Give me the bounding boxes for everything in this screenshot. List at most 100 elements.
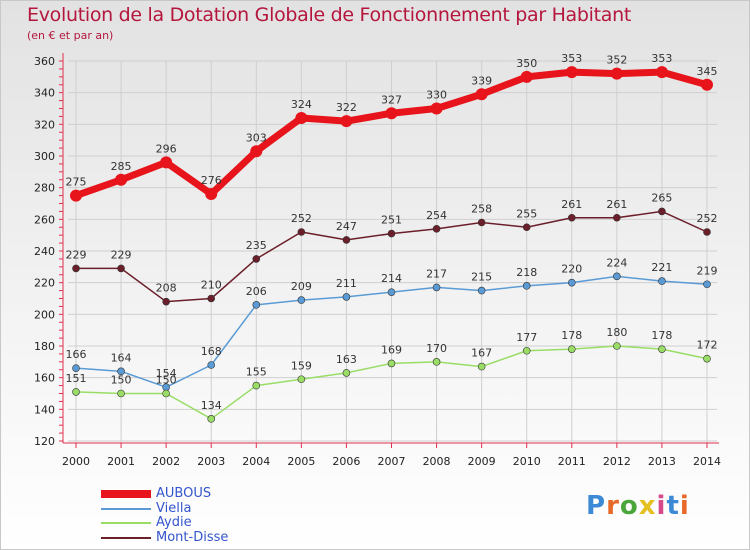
legend-swatch-viella bbox=[101, 507, 151, 510]
data-label-viella: 206 bbox=[246, 285, 267, 298]
chart-subtitle: (en € et par an) bbox=[27, 29, 114, 42]
data-label-aubous: 330 bbox=[426, 89, 447, 102]
y-tick-label: 340 bbox=[34, 87, 55, 100]
data-point-aydie bbox=[252, 381, 261, 390]
data-point-aubous bbox=[295, 112, 308, 124]
proxiti-logo: Proxiti bbox=[586, 491, 690, 521]
y-tick-label: 160 bbox=[34, 372, 55, 385]
data-point-mont-disse bbox=[703, 228, 711, 236]
data-point-viella bbox=[342, 293, 351, 301]
data-label-aubous: 345 bbox=[697, 65, 718, 78]
data-point-viella bbox=[522, 282, 531, 290]
data-label-aydie: 172 bbox=[697, 339, 718, 352]
y-tick-label: 280 bbox=[34, 182, 55, 195]
data-label-mont-disse: 235 bbox=[246, 239, 267, 252]
logo-letter: t bbox=[666, 491, 680, 521]
data-label-aydie: 169 bbox=[381, 343, 402, 356]
data-point-aydie bbox=[117, 389, 125, 398]
data-point-viella bbox=[703, 280, 711, 289]
data-label-viella: 224 bbox=[606, 256, 627, 269]
logo-letter: i bbox=[656, 491, 667, 521]
x-tick-label: 2006 bbox=[332, 455, 360, 468]
data-label-aubous: 285 bbox=[111, 160, 132, 173]
data-label-aydie: 134 bbox=[201, 399, 222, 412]
legend-label-mont-disse: Mont-Disse bbox=[156, 530, 229, 545]
y-tick-label: 240 bbox=[34, 245, 55, 258]
x-tick-label: 2004 bbox=[242, 455, 270, 468]
data-label-aydie: 163 bbox=[336, 353, 357, 366]
data-point-viella bbox=[117, 367, 125, 376]
data-point-aydie bbox=[297, 375, 306, 384]
y-tick-label: 120 bbox=[34, 435, 55, 448]
chart-title: Evolution de la Dotation Globale de Fonc… bbox=[27, 4, 632, 26]
data-point-aydie bbox=[162, 389, 170, 398]
x-tick-label: 2001 bbox=[107, 455, 135, 468]
x-tick-label: 2014 bbox=[693, 455, 721, 468]
data-label-mont-disse: 258 bbox=[471, 203, 492, 216]
data-point-aubous bbox=[701, 78, 713, 91]
data-point-mont-disse bbox=[342, 236, 351, 244]
data-point-aydie bbox=[477, 362, 486, 371]
data-label-mont-disse: 229 bbox=[111, 248, 132, 261]
data-label-viella: 217 bbox=[426, 267, 447, 280]
data-label-viella: 220 bbox=[561, 263, 582, 276]
data-point-aydie bbox=[613, 342, 621, 350]
data-point-viella bbox=[252, 301, 261, 309]
data-point-aydie bbox=[567, 345, 576, 353]
x-tick-label: 2012 bbox=[603, 455, 631, 468]
data-label-aubous: 327 bbox=[381, 93, 402, 106]
data-label-aubous: 353 bbox=[561, 52, 582, 65]
data-label-viella: 215 bbox=[471, 271, 492, 284]
legend-swatch-mont-disse bbox=[101, 536, 151, 539]
data-point-aydie bbox=[342, 369, 351, 377]
data-point-aubous bbox=[520, 70, 533, 83]
data-point-aydie bbox=[432, 358, 441, 366]
data-label-mont-disse: 261 bbox=[561, 198, 582, 211]
data-label-aubous: 352 bbox=[606, 54, 627, 67]
series-lines bbox=[70, 66, 713, 423]
data-point-mont-disse bbox=[567, 213, 576, 222]
legend-item-mont-disse: Mont-Disse bbox=[101, 530, 228, 545]
legend-label-aydie: Aydie bbox=[156, 515, 192, 530]
data-label-mont-disse: 252 bbox=[697, 212, 718, 225]
data-label-aydie: 151 bbox=[66, 372, 87, 385]
data-label-aydie: 178 bbox=[651, 329, 672, 342]
data-point-aydie bbox=[522, 346, 531, 355]
y-tick-label: 320 bbox=[34, 118, 55, 131]
logo-letter: i bbox=[679, 491, 690, 521]
data-point-viella bbox=[567, 278, 576, 287]
data-label-viella: 211 bbox=[336, 277, 357, 290]
data-point-aubous bbox=[430, 102, 443, 115]
data-point-aubous bbox=[115, 173, 128, 186]
data-label-viella: 214 bbox=[381, 272, 402, 285]
y-tick-label: 260 bbox=[34, 213, 55, 226]
data-label-mont-disse: 254 bbox=[426, 209, 447, 222]
data-label-mont-disse: 261 bbox=[606, 198, 627, 211]
data-point-viella bbox=[477, 286, 486, 295]
data-point-aubous bbox=[250, 145, 263, 158]
data-label-viella: 219 bbox=[697, 264, 718, 277]
data-point-aubous bbox=[610, 67, 623, 80]
y-tick-label: 180 bbox=[34, 340, 55, 353]
data-label-viella: 166 bbox=[66, 348, 87, 361]
data-label-aubous: 276 bbox=[201, 174, 222, 187]
data-label-aubous: 350 bbox=[516, 57, 537, 70]
x-tick-label: 2008 bbox=[423, 455, 451, 468]
data-label-aydie: 178 bbox=[561, 329, 582, 342]
data-point-aubous bbox=[655, 66, 668, 79]
legend-item-aubous: AUBOUS bbox=[101, 486, 211, 501]
data-point-viella bbox=[297, 296, 306, 304]
data-point-viella bbox=[387, 288, 396, 296]
data-point-mont-disse bbox=[658, 207, 666, 216]
x-tick-label: 2011 bbox=[558, 455, 586, 468]
y-tick-label: 200 bbox=[34, 308, 55, 321]
data-label-aubous: 275 bbox=[66, 176, 87, 189]
data-label-mont-disse: 252 bbox=[291, 212, 312, 225]
data-label-mont-disse: 251 bbox=[381, 214, 402, 227]
x-tick-label: 2010 bbox=[513, 455, 541, 468]
data-point-mont-disse bbox=[613, 213, 621, 222]
data-label-mont-disse: 265 bbox=[651, 191, 672, 204]
gridlines bbox=[68, 60, 717, 443]
